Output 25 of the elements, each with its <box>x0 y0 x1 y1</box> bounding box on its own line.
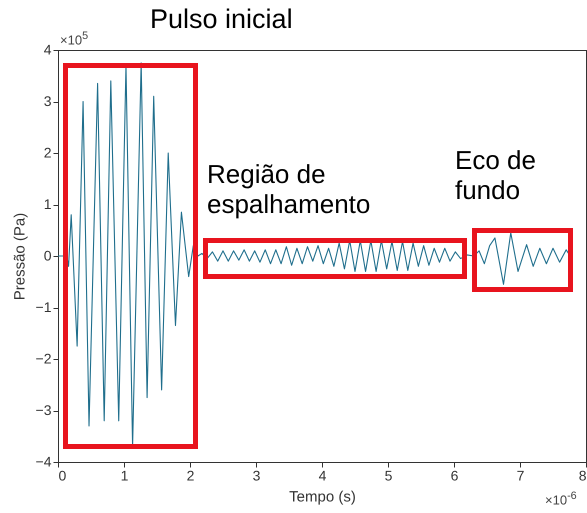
y-axis-title: Pressão (Pa) <box>12 212 29 300</box>
x-tick-label: 3 <box>252 468 261 484</box>
annotation: Região de espalhamento <box>207 159 372 220</box>
x-tick-label: 5 <box>384 468 393 484</box>
y-tick-label: 2 <box>44 144 52 160</box>
y-tick-label: 0 <box>44 248 52 264</box>
annotation: Eco de fundo <box>455 145 537 206</box>
y-tick-label: −1 <box>36 299 52 315</box>
y-tick-label: 1 <box>44 196 52 212</box>
text: Pulso inicial <box>150 4 293 36</box>
y-tick-label: 4 <box>44 42 52 58</box>
x-tick-label: 6 <box>450 468 459 484</box>
y-tick-label: −4 <box>36 454 52 470</box>
x-tick-label: 4 <box>318 468 327 484</box>
x-tick-label: 2 <box>186 468 195 484</box>
x-axis-title: Tempo (s) <box>289 488 356 506</box>
x-tick-label: 1 <box>120 468 129 484</box>
y-tick-label: −3 <box>36 402 52 418</box>
y-tick-label: 3 <box>44 93 52 109</box>
text: ×10$^{-6}$ <box>545 490 577 508</box>
x-tick-label: 8 <box>578 468 587 484</box>
x-tick-label: 7 <box>516 468 525 484</box>
x-tick-label: 0 <box>58 468 66 484</box>
text: ×10$^{5}$ <box>60 30 88 48</box>
y-tick-label: −2 <box>36 350 52 366</box>
